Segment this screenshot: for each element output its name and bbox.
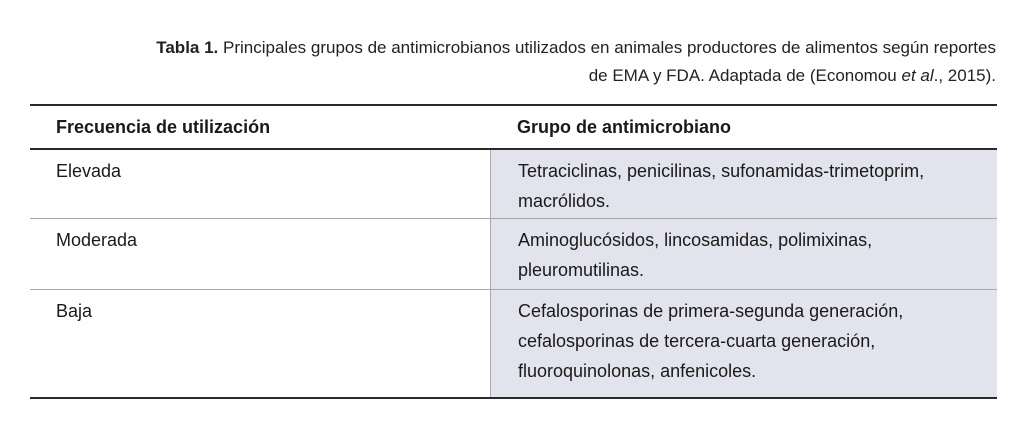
cell-group: Cefalosporinas de primera-segunda genera… bbox=[490, 290, 997, 397]
table-header-row: Frecuencia de utilización Grupo de antim… bbox=[30, 106, 997, 150]
caption-italic: et al bbox=[901, 66, 934, 85]
caption-text-line-1: Principales grupos de antimicrobianos ut… bbox=[218, 38, 996, 57]
header-group: Grupo de antimicrobiano bbox=[517, 116, 732, 137]
header-frequency: Frecuencia de utilización bbox=[56, 116, 271, 137]
antimicrobial-table: Frecuencia de utilización Grupo de antim… bbox=[30, 104, 997, 399]
cell-frequency: Elevada bbox=[30, 150, 490, 218]
caption-text-line-2-end: ., 2015). bbox=[933, 66, 996, 85]
cell-frequency: Baja bbox=[30, 290, 490, 397]
cell-group: Aminoglucósidos, lincosamidas, polimixin… bbox=[490, 219, 997, 289]
table-caption: Tabla 1. Principales grupos de antimicro… bbox=[30, 34, 996, 90]
table-row: Moderada Aminoglucósidos, lincosamidas, … bbox=[30, 219, 997, 290]
caption-line-1: Tabla 1. Principales grupos de antimicro… bbox=[30, 34, 996, 62]
caption-line-2: de EMA y FDA. Adaptada de (Economou et a… bbox=[30, 62, 996, 90]
table-row: Baja Cefalosporinas de primera-segunda g… bbox=[30, 290, 997, 397]
table-row: Elevada Tetraciclinas, penicilinas, sufo… bbox=[30, 150, 997, 219]
caption-text-line-2: de EMA y FDA. Adaptada de (Economou bbox=[588, 66, 902, 85]
cell-group: Tetraciclinas, penicilinas, sufonamidas-… bbox=[490, 150, 997, 218]
caption-label: Tabla 1. bbox=[156, 38, 219, 57]
cell-frequency: Moderada bbox=[30, 219, 490, 289]
